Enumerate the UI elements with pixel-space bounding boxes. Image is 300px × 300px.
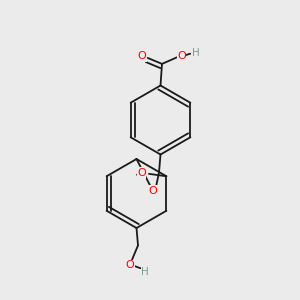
Text: O: O (177, 51, 186, 62)
Text: O: O (125, 260, 134, 270)
Text: O: O (138, 51, 147, 62)
Text: O: O (137, 168, 146, 178)
Text: H: H (192, 48, 200, 59)
Text: H: H (141, 267, 149, 278)
Text: O: O (148, 185, 158, 196)
